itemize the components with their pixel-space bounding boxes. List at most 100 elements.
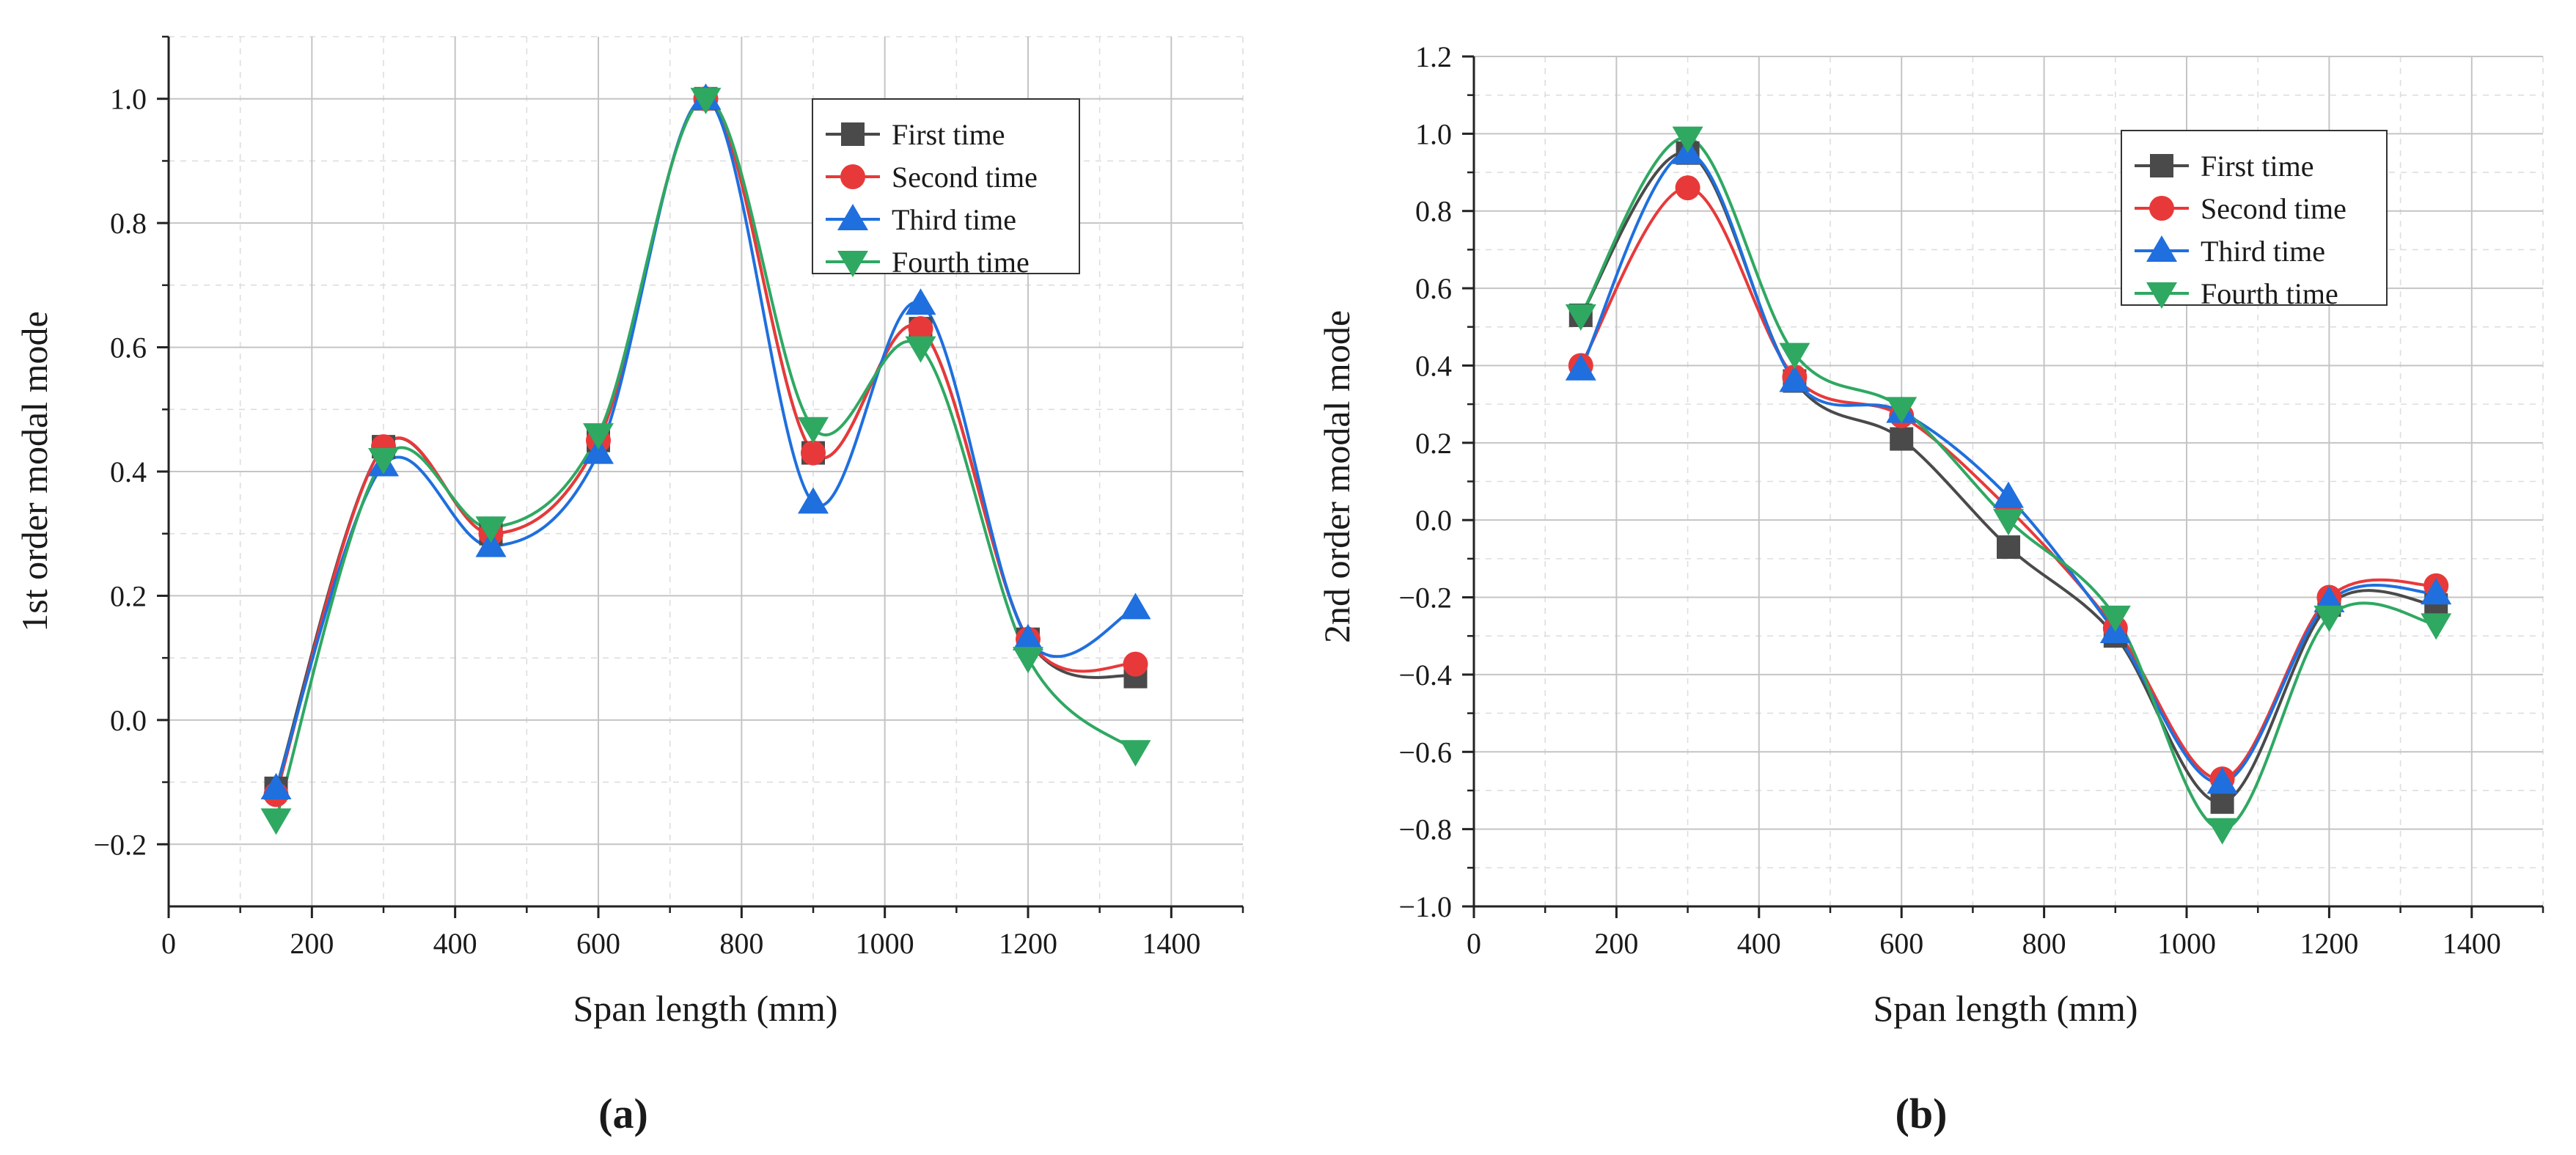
y-tick-label: 1.0 [110, 83, 147, 116]
y-tick-label: 0.0 [110, 704, 147, 737]
data-point-fourth-time [690, 87, 722, 114]
panel-a-label: (a) [598, 1090, 648, 1137]
y-tick-label: −0.6 [1398, 736, 1452, 769]
panel-b-label: (b) [1896, 1090, 1948, 1137]
panel-a-y-tick-labels: −0.2 0.0 0.2 0.4 0.6 0.8 1.0 [93, 83, 147, 862]
legend-label-first-time: First time [2201, 150, 2313, 183]
panel-b-x-axis-title: Span length (mm) [1873, 988, 2138, 1029]
panel-a-y-axis-title: 1st order modal mode [14, 311, 55, 631]
data-point-first-time [2210, 790, 2234, 814]
panel-b-x-tick-labels: 0 200 400 600 800 1000 1200 1400 [1467, 927, 2501, 960]
data-point-fourth-time [2313, 605, 2345, 632]
panel-a-legend: First time Second time Third time Fourth ti… [812, 98, 1080, 279]
x-tick-label: 0 [161, 927, 176, 960]
x-tick-label: 400 [433, 927, 477, 960]
legend-marker-third-time [2146, 235, 2177, 262]
data-point-third-time [1120, 593, 1151, 620]
legend-marker-first-time [2150, 154, 2173, 177]
x-tick-label: 1400 [1142, 927, 1200, 960]
data-point-fourth-time [1993, 509, 2024, 536]
data-point-fourth-time [798, 417, 829, 444]
y-tick-label: 0.8 [1415, 195, 1452, 228]
x-tick-label: 1200 [999, 927, 1057, 960]
data-point-third-time [905, 288, 936, 315]
legend-label-second-time: Second time [892, 161, 1038, 194]
x-tick-label: 1000 [856, 927, 914, 960]
x-tick-label: 1000 [2157, 927, 2216, 960]
x-tick-label: 600 [576, 927, 620, 960]
data-point-third-time [583, 437, 614, 464]
data-point-fourth-time [1120, 740, 1151, 767]
legend-label-fourth-time: Fourth time [892, 246, 1030, 279]
panel-a-major-grid [169, 37, 1243, 906]
data-point-fourth-time [1013, 647, 1043, 674]
series-line-third-time [274, 97, 1137, 789]
data-point-second-time [801, 440, 826, 466]
panel-a-y-ticks [157, 35, 169, 846]
data-point-third-time [2206, 767, 2238, 794]
y-tick-label: 1.0 [1415, 117, 1452, 150]
data-point-fourth-time [260, 808, 292, 835]
legend-marker-second-time [2149, 196, 2174, 221]
panel-a: 0 200 400 600 800 1000 1200 1400 −0.2 0.0 0.2 0.4 0… [14, 35, 1244, 1137]
x-tick-label: 0 [1467, 927, 1481, 960]
data-point-fourth-time [583, 423, 614, 450]
panel-a-series-markers [260, 83, 1151, 835]
y-tick-label: 0.8 [110, 207, 147, 240]
data-point-third-time [475, 530, 507, 557]
panel-b-minor-grid [1474, 56, 2544, 906]
x-tick-label: 800 [2022, 927, 2066, 960]
panel-b: 0 200 400 600 800 1000 1200 1400 −1.0 −0.8 −0.6 −0… [1316, 40, 2544, 1137]
data-point-first-time [1997, 535, 2020, 560]
panel-a-x-axis-title: Span length (mm) [573, 988, 837, 1029]
data-point-second-time [1675, 175, 1700, 201]
panel-b-x-ticks [1472, 906, 2544, 918]
panel-b-y-tick-labels: −1.0 −0.8 −0.6 −0.4 −0.2 0.0 0.2 0.4 0.6 0.8 1.0 1.… [1398, 40, 1452, 923]
panel-a-x-tick-labels: 0 200 400 600 800 1000 1200 1400 [161, 927, 1200, 960]
panel-b-legend: First time Second time Third time Fourth ti… [2121, 130, 2388, 310]
x-tick-label: 200 [290, 927, 334, 960]
legend-marker-fourth-time [837, 251, 868, 277]
y-tick-label: 0.4 [1415, 349, 1452, 382]
y-tick-label: 0.2 [1415, 427, 1452, 460]
panel-b-series-markers [1565, 126, 2452, 845]
x-tick-label: 1400 [2443, 927, 2501, 960]
data-point-first-time [1890, 427, 1914, 451]
legend-label-second-time: Second time [2201, 192, 2346, 225]
legend-label-fourth-time: Fourth time [2201, 277, 2338, 310]
data-point-fourth-time [2099, 605, 2131, 632]
legend-marker-fourth-time [2146, 282, 2177, 309]
data-point-fourth-time [1886, 397, 1918, 424]
data-point-fourth-time [1565, 304, 1596, 331]
data-point-third-time [798, 487, 829, 514]
legend-marker-second-time [840, 164, 865, 189]
data-point-third-time [2313, 585, 2345, 612]
legend-label-third-time: Third time [892, 203, 1016, 236]
y-tick-label: −0.4 [1398, 659, 1452, 692]
data-point-fourth-time [2206, 818, 2238, 845]
data-point-third-time [1993, 481, 2024, 508]
x-tick-label: 400 [1737, 927, 1781, 960]
legend-label-third-time: Third time [2201, 235, 2325, 268]
y-tick-label: 0.0 [1415, 504, 1452, 537]
panel-b-major-grid [1474, 56, 2543, 906]
legend-marker-first-time [841, 122, 865, 146]
x-tick-label: 600 [1879, 927, 1923, 960]
data-point-fourth-time [475, 516, 507, 543]
y-tick-label: −1.0 [1398, 890, 1452, 923]
data-point-third-time [1779, 365, 1810, 392]
legend-label-first-time: First time [892, 118, 1005, 151]
data-point-fourth-time [368, 448, 399, 475]
panel-a-x-ticks [167, 906, 1244, 918]
panel-a-legend-items: First time Second time Third time Fourth ti… [826, 118, 1038, 279]
y-tick-label: 0.6 [1415, 272, 1452, 305]
y-tick-label: −0.2 [93, 828, 147, 861]
data-point-fourth-time [2421, 613, 2452, 640]
data-point-third-time [2421, 578, 2452, 605]
x-tick-label: 200 [1594, 927, 1638, 960]
y-tick-label: −0.8 [1398, 813, 1452, 846]
x-tick-label: 800 [719, 927, 763, 960]
x-tick-label: 1200 [2300, 927, 2358, 960]
legend-marker-third-time [837, 204, 868, 230]
